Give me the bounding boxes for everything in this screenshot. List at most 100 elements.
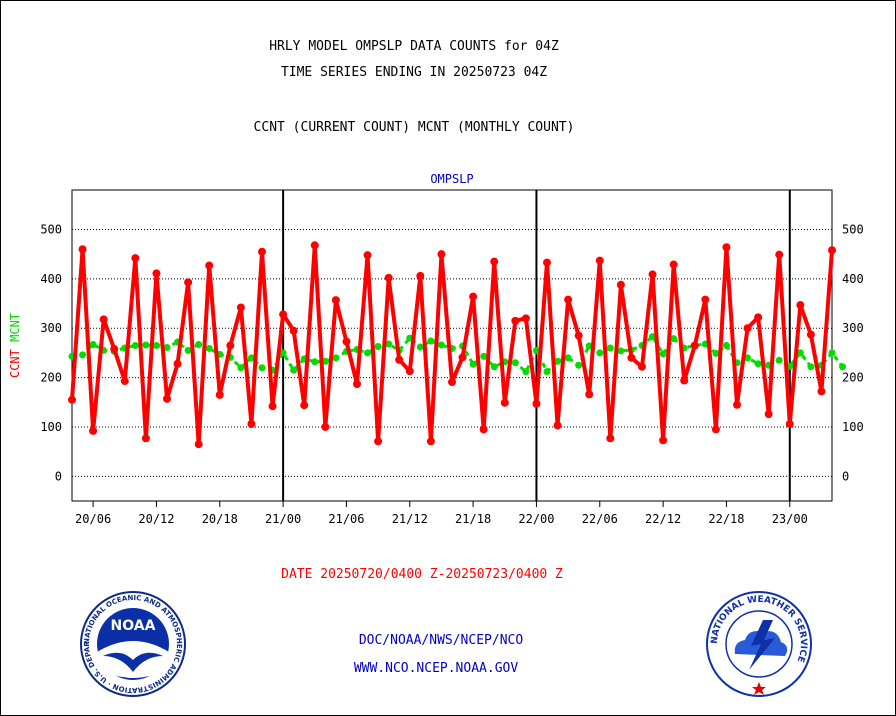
ccnt-point: [638, 362, 646, 371]
xtick-label: 20/18: [202, 512, 238, 526]
ccnt-point: [342, 337, 351, 346]
mcnt-point: [311, 358, 319, 366]
ccnt-point: [310, 241, 319, 250]
ccnt-point: [659, 436, 668, 445]
xtick-label: 20/06: [75, 512, 111, 526]
ccnt-point: [405, 367, 414, 376]
ytick-label-right: 300: [842, 321, 864, 335]
mcnt-point: [617, 347, 625, 355]
org-label: DOC/NOAA/NWS/NCEP/NCO: [358, 633, 524, 648]
mcnt-point: [522, 368, 530, 376]
mcnt-point: [828, 349, 836, 357]
ytick-label-left: 0: [55, 469, 62, 483]
xtick-label: 20/12: [138, 512, 174, 526]
noaa-logo: NATIONAL OCEANIC AND ATMOSPHERIC ADMINIS…: [79, 590, 186, 697]
ccnt-point: [764, 410, 773, 419]
mcnt-point: [744, 354, 752, 362]
ccnt-point: [616, 280, 625, 289]
mcnt-point: [575, 361, 583, 369]
ccnt-point: [78, 245, 87, 254]
ccnt-point: [289, 326, 298, 335]
ccnt-point: [743, 324, 752, 333]
mcnt-point: [659, 350, 667, 358]
ccnt-point: [796, 301, 805, 310]
ccnt-point: [236, 303, 245, 312]
ccnt-point: [163, 394, 171, 403]
ccnt-point: [205, 261, 214, 270]
mcnt-point: [796, 349, 804, 357]
ccnt-point: [701, 295, 710, 304]
ccnt-point: [828, 246, 836, 255]
ccnt-point: [194, 440, 203, 449]
mcnt-point: [649, 333, 657, 341]
ccnt-point: [215, 390, 224, 399]
mcnt-point: [89, 341, 97, 349]
mcnt-point: [511, 359, 519, 367]
ccnt-point: [543, 258, 551, 267]
ccnt-point: [384, 273, 393, 282]
y-axis-label: CCNT MCNT: [8, 313, 22, 378]
mcnt-point: [712, 349, 720, 357]
mcnt-point: [807, 363, 815, 371]
noaa-text: NOAA: [111, 618, 156, 634]
xtick-label: 21/12: [392, 512, 428, 526]
website-label: WWW.NCO.NCEP.NOAA.GOV: [353, 661, 519, 676]
mcnt-point: [258, 364, 266, 372]
mcnt-point: [290, 366, 298, 374]
series-line-ccnt: [70, 243, 834, 447]
ytick-label-left: 100: [40, 420, 62, 434]
xtick-label: 22/18: [708, 512, 744, 526]
mcnt-point: [332, 354, 340, 362]
ccnt-point: [754, 313, 763, 322]
ccnt-point: [184, 278, 193, 287]
mcnt-point: [754, 360, 762, 368]
chart-subtitle: CCNT (CURRENT COUNT) MCNT (MONTHLY COUNT…: [253, 120, 575, 135]
ytick-label-left: 500: [40, 222, 62, 236]
ccnt-point: [258, 247, 266, 256]
ccnt-point: [416, 271, 425, 280]
ccnt-point: [173, 359, 182, 368]
ccnt-point: [564, 295, 573, 304]
mcnt-point: [385, 340, 393, 348]
ytick-label-right: 400: [842, 272, 864, 286]
ccnt-point: [226, 341, 235, 350]
ccnt-point: [131, 254, 140, 263]
mcnt-point: [364, 349, 372, 357]
mcnt-point: [670, 335, 678, 343]
ccnt-point: [395, 355, 404, 364]
ccnt-point: [110, 344, 119, 353]
mcnt-point: [596, 349, 604, 357]
ytick-label-left: 200: [40, 371, 62, 385]
ccnt-point: [89, 426, 98, 435]
mcnt-point: [163, 343, 171, 351]
mcnt-point: [237, 364, 245, 372]
ccnt-point: [817, 387, 826, 396]
ccnt-point: [690, 341, 699, 350]
day-dividers: [282, 190, 791, 501]
mcnt-point: [775, 356, 783, 364]
mcnt-point: [554, 357, 562, 365]
xtick-label: 22/12: [645, 512, 681, 526]
mcnt-point: [184, 346, 192, 354]
ccnt-point: [374, 437, 383, 446]
ccnt-point: [521, 314, 530, 323]
chart-title-line1: HRLY MODEL OMPSLP DATA COUNTS for 04Z: [269, 39, 559, 54]
ccnt-point: [331, 296, 340, 305]
mcnt-point: [437, 341, 445, 349]
ccnt-point: [437, 250, 446, 259]
mcnt-point: [195, 341, 203, 349]
xtick-label: 21/00: [265, 512, 301, 526]
ytick-label-right: 500: [842, 222, 864, 236]
ytick-label-left: 300: [40, 321, 62, 335]
ccnt-point: [733, 400, 741, 409]
y-axis-label-part: MCNT: [8, 313, 22, 349]
ccnt-point: [585, 390, 594, 399]
mcnt-point: [839, 363, 847, 371]
ccnt-point: [606, 434, 615, 443]
mcnt-point: [247, 354, 255, 362]
ccnt-point: [141, 434, 150, 443]
mcnt-point: [722, 342, 730, 349]
ccnt-point: [99, 315, 108, 324]
ccnt-point: [532, 399, 541, 408]
